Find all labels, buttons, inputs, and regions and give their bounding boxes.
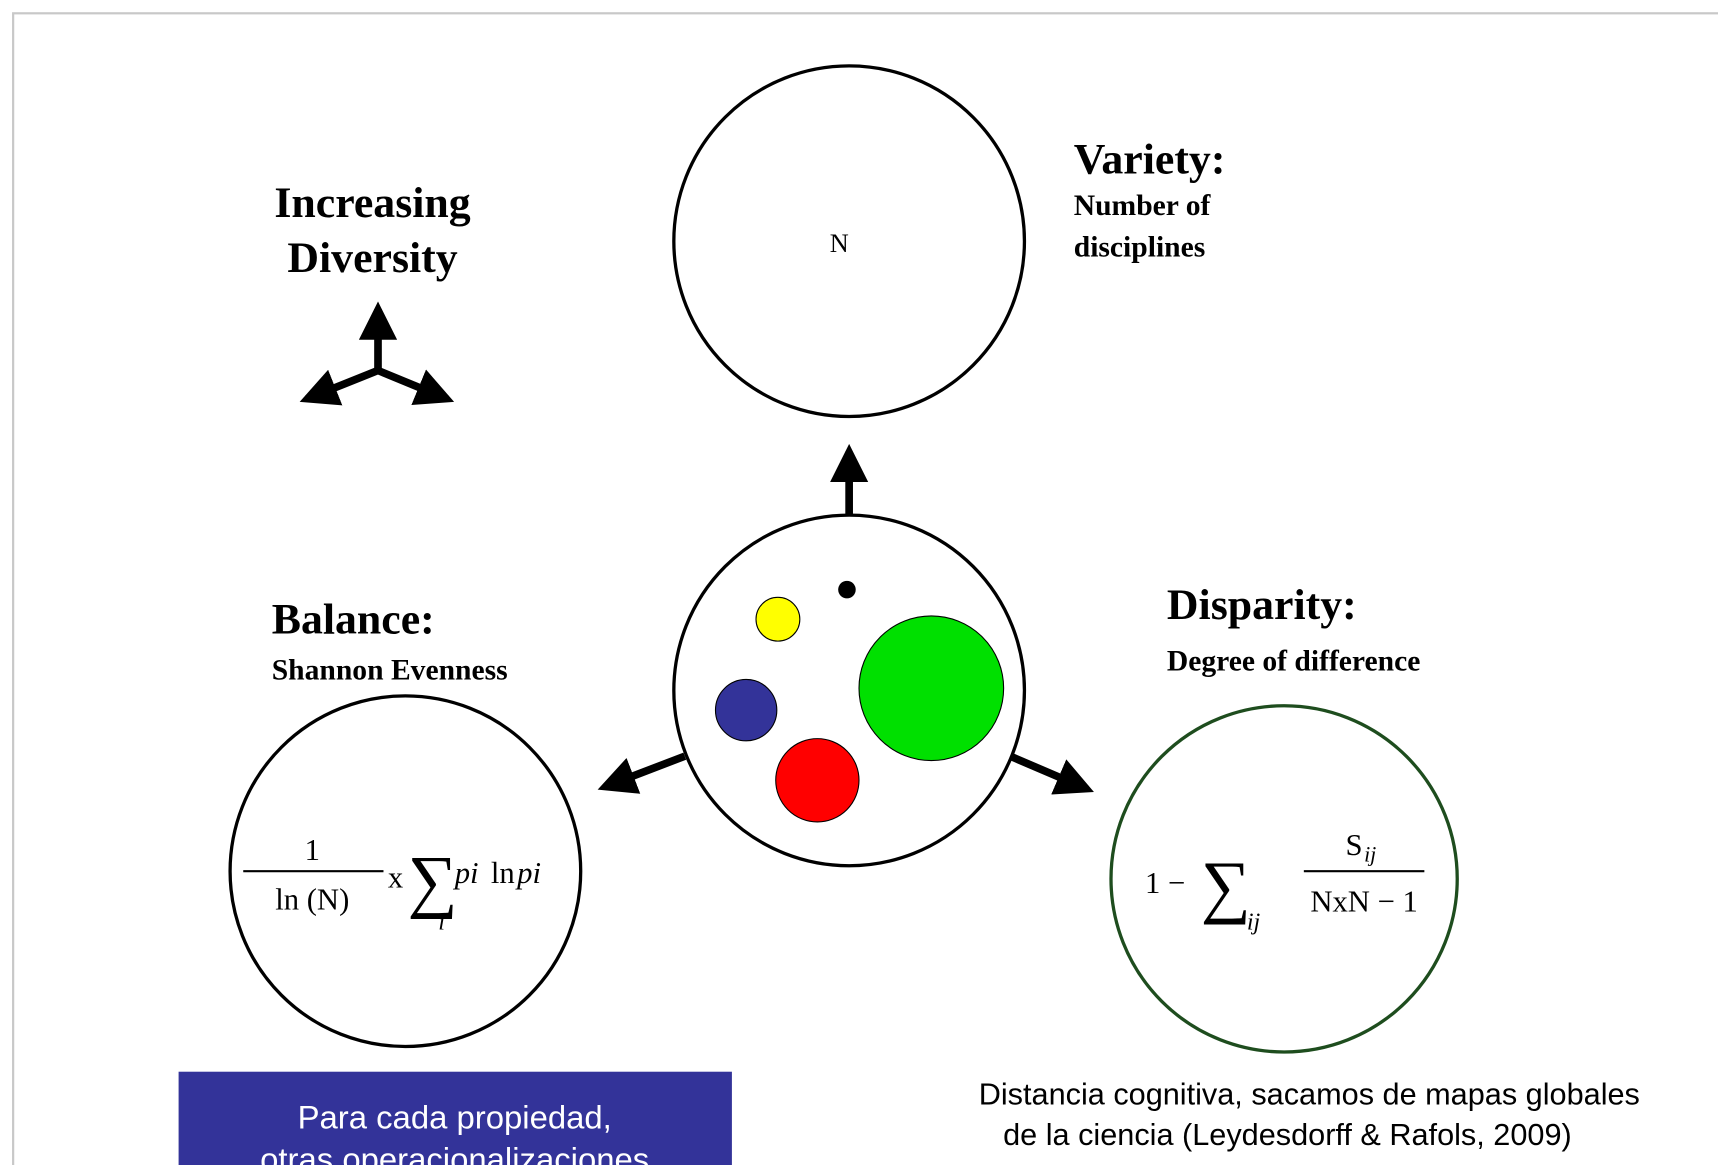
note-line: otras operacionalizaciones xyxy=(260,1140,649,1165)
formula-part: i xyxy=(438,909,445,935)
formula-part: ln xyxy=(491,856,515,890)
variety-text: Number of xyxy=(1074,190,1212,222)
balance-circle xyxy=(228,694,583,1049)
slide-border xyxy=(12,12,1718,1165)
arrows xyxy=(597,443,1094,795)
variety-title: Variety: xyxy=(1074,135,1226,183)
note-box xyxy=(178,1071,732,1165)
formula-part: NxN − 1 xyxy=(1310,885,1418,919)
disparity-title: Disparity: xyxy=(1167,581,1357,629)
formula-part: ij xyxy=(1364,841,1376,866)
indicator-line: Increasing xyxy=(274,179,470,227)
formula-part: S xyxy=(1345,828,1362,862)
disparity-subtitle: Degree of difference xyxy=(1167,646,1420,678)
indicator-line: Diversity xyxy=(287,234,457,282)
note-line: Distancia cognitiva, sacamos de mapas gl… xyxy=(979,1078,1640,1112)
category-dot xyxy=(755,596,801,642)
category-dot xyxy=(858,615,1005,762)
variety-circle xyxy=(672,64,1027,419)
disparity-circle xyxy=(1109,704,1459,1054)
formula-part: ∑ xyxy=(1201,849,1251,926)
note-line: de la ciencia (Leydesdorff & Rafols, 200… xyxy=(1003,1118,1572,1152)
variety-symbol: N xyxy=(830,229,849,258)
formula-part: 1 − xyxy=(1145,866,1185,900)
formula-part: x xyxy=(388,861,403,895)
formula-part: ln (N) xyxy=(275,883,349,917)
balance-title: Balance: xyxy=(272,595,435,643)
formula-part: 1 xyxy=(305,833,320,867)
balance-subtitle: Shannon Evenness xyxy=(272,654,508,686)
formula-part: ∑ xyxy=(408,843,458,920)
formula-part: pi xyxy=(515,856,541,890)
category-dot xyxy=(775,738,860,823)
note-line: Para cada propiedad, xyxy=(298,1099,612,1136)
category-dot xyxy=(714,678,778,742)
formula-part: ij xyxy=(1247,909,1261,935)
category-dot xyxy=(838,580,856,599)
variety-text: disciplines xyxy=(1074,232,1206,264)
formula-part: pi xyxy=(453,856,479,890)
tripod-icon xyxy=(299,301,455,406)
